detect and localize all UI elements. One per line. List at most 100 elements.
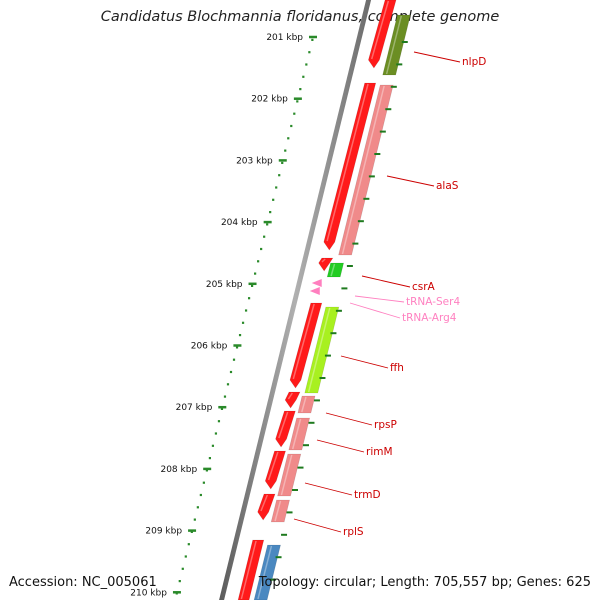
- nlpD-block-highlight: [385, 15, 403, 75]
- ruler-tick-label: 205 kbp: [206, 280, 243, 290]
- ruler-dot: [238, 334, 242, 337]
- ruler-dot: [311, 38, 314, 41]
- ruler-dot: [260, 247, 263, 251]
- label-leader-line: [316, 439, 365, 453]
- gene-label-ffh: ffh: [390, 362, 404, 374]
- rimM-block: [288, 417, 311, 451]
- cds-arrow-forward: [284, 391, 301, 409]
- label-leader-line: [349, 302, 401, 319]
- cds-arrow-forward: [318, 257, 334, 272]
- trmD-block: [277, 453, 302, 497]
- ruler-dot: [302, 75, 305, 78]
- next-gene-block: [253, 544, 281, 600]
- gene-label-rimm: rimM: [366, 446, 393, 458]
- cds-arrow-forward-highlight: [321, 258, 326, 263]
- csrA-block-highlight: [330, 263, 336, 277]
- ruler-tick-label: 207 kbp: [176, 403, 213, 413]
- ruler-tick-label: 202 kbp: [251, 95, 288, 105]
- cds-arrow-forward-highlight: [326, 83, 369, 242]
- rplS-block-highlight: [274, 500, 282, 522]
- feature-track: [237, 0, 411, 600]
- ruler-tick-label: 208 kbp: [160, 465, 197, 475]
- cds-arrow-forward: [264, 450, 286, 490]
- ruler-dot: [254, 272, 257, 275]
- ruler-dot: [202, 481, 205, 484]
- ruler-dot: [196, 506, 199, 509]
- cds-arrow-forward-highlight: [267, 451, 279, 481]
- label-leader-line: [304, 482, 353, 496]
- ruler-dot: [266, 223, 269, 226]
- cds-arrow-forward-highlight: [292, 303, 315, 380]
- ruler-dot: [250, 284, 254, 287]
- ruler: 201 kbp 202 kbp 203 kbp 204 kbp 205 kbp 206 k…: [130, 33, 317, 598]
- label-leader-line: [293, 518, 342, 533]
- ruler-tick-label: 210 kbp: [130, 588, 167, 598]
- ruler-dot: [205, 469, 208, 472]
- cds-arrow-forward-highlight: [260, 494, 269, 512]
- ruler-dot: [293, 112, 296, 115]
- cds-arrow-forward-highlight: [278, 411, 289, 439]
- ruler-dot: [214, 432, 218, 435]
- backbone: [219, 0, 372, 600]
- ruler-dot: [299, 88, 302, 91]
- gene-label-nlpd: nlpD: [462, 56, 486, 68]
- genome-backbone: [219, 0, 372, 600]
- ruler-dot: [272, 198, 275, 201]
- label-leader-line: [325, 412, 373, 426]
- cds-arrow-forward: [237, 539, 265, 600]
- gene-label-rpls: rplS: [343, 526, 364, 538]
- ruler-dot: [184, 555, 187, 558]
- label-leader-line: [340, 355, 389, 369]
- gene-label-trna-arg4: tRNA-Arg4: [402, 312, 457, 324]
- ruler-dot: [181, 567, 184, 570]
- label-leader-line: [386, 175, 435, 187]
- cds-arrow-forward: [323, 82, 377, 251]
- rimM-block-highlight: [291, 418, 302, 450]
- cds-arrow-forward: [275, 410, 296, 448]
- trna-arg4-arrow: [309, 287, 320, 295]
- ruler-tick-label: 209 kbp: [145, 527, 182, 537]
- rpsP-block-highlight: [301, 396, 307, 413]
- cds-arrow-forward-highlight: [287, 392, 293, 400]
- alaS-block-highlight: [341, 85, 385, 255]
- next-gene-block-highlight: [257, 545, 273, 600]
- trna-ser4-arrow: [311, 279, 322, 287]
- ruler-dot: [235, 346, 239, 349]
- ruler-dot: [226, 383, 230, 386]
- ruler-tick-label: 206 kbp: [191, 342, 228, 352]
- ruler-dot: [217, 420, 221, 423]
- ruler-dot: [278, 174, 281, 177]
- cds-arrow-forward: [257, 493, 276, 521]
- accession-text: Accession: NC_005061: [9, 575, 157, 590]
- ffh-block-highlight: [307, 307, 331, 393]
- trmD-block-highlight: [280, 454, 293, 496]
- ruler-tick-label: 203 kbp: [236, 156, 273, 166]
- ruler-dot: [190, 530, 193, 533]
- ruler-dot: [281, 161, 284, 164]
- csrA-block: [326, 262, 345, 278]
- ruler-dot: [223, 395, 227, 398]
- ruler-dot: [247, 297, 251, 300]
- ruler-dot: [244, 309, 248, 312]
- gene-label-alas: alaS: [436, 180, 459, 192]
- ruler-dot: [263, 235, 266, 238]
- cds-arrow-forward: [368, 0, 397, 69]
- nlpD-block: [382, 14, 411, 76]
- ruler-dot: [211, 444, 215, 447]
- ruler-dot: [308, 51, 311, 54]
- ffh-block: [304, 306, 340, 394]
- gene-label-trmd: trmD: [354, 489, 381, 501]
- gene-label-trna-ser4: tRNA-Ser4: [406, 296, 460, 308]
- ruler-dot: [208, 457, 212, 460]
- ruler-tick-label: 204 kbp: [221, 218, 258, 228]
- ruler-dot: [193, 518, 196, 521]
- label-leader-line: [361, 275, 411, 288]
- ruler-dot: [290, 124, 293, 128]
- ruler-dot: [284, 149, 287, 152]
- ruler-dot: [187, 543, 190, 546]
- ruler-dot: [229, 370, 233, 374]
- genome-summary-text: Topology: circular; Length: 705,557 bp; …: [258, 575, 591, 590]
- rplS-block: [270, 499, 290, 523]
- ruler-dot: [232, 358, 236, 361]
